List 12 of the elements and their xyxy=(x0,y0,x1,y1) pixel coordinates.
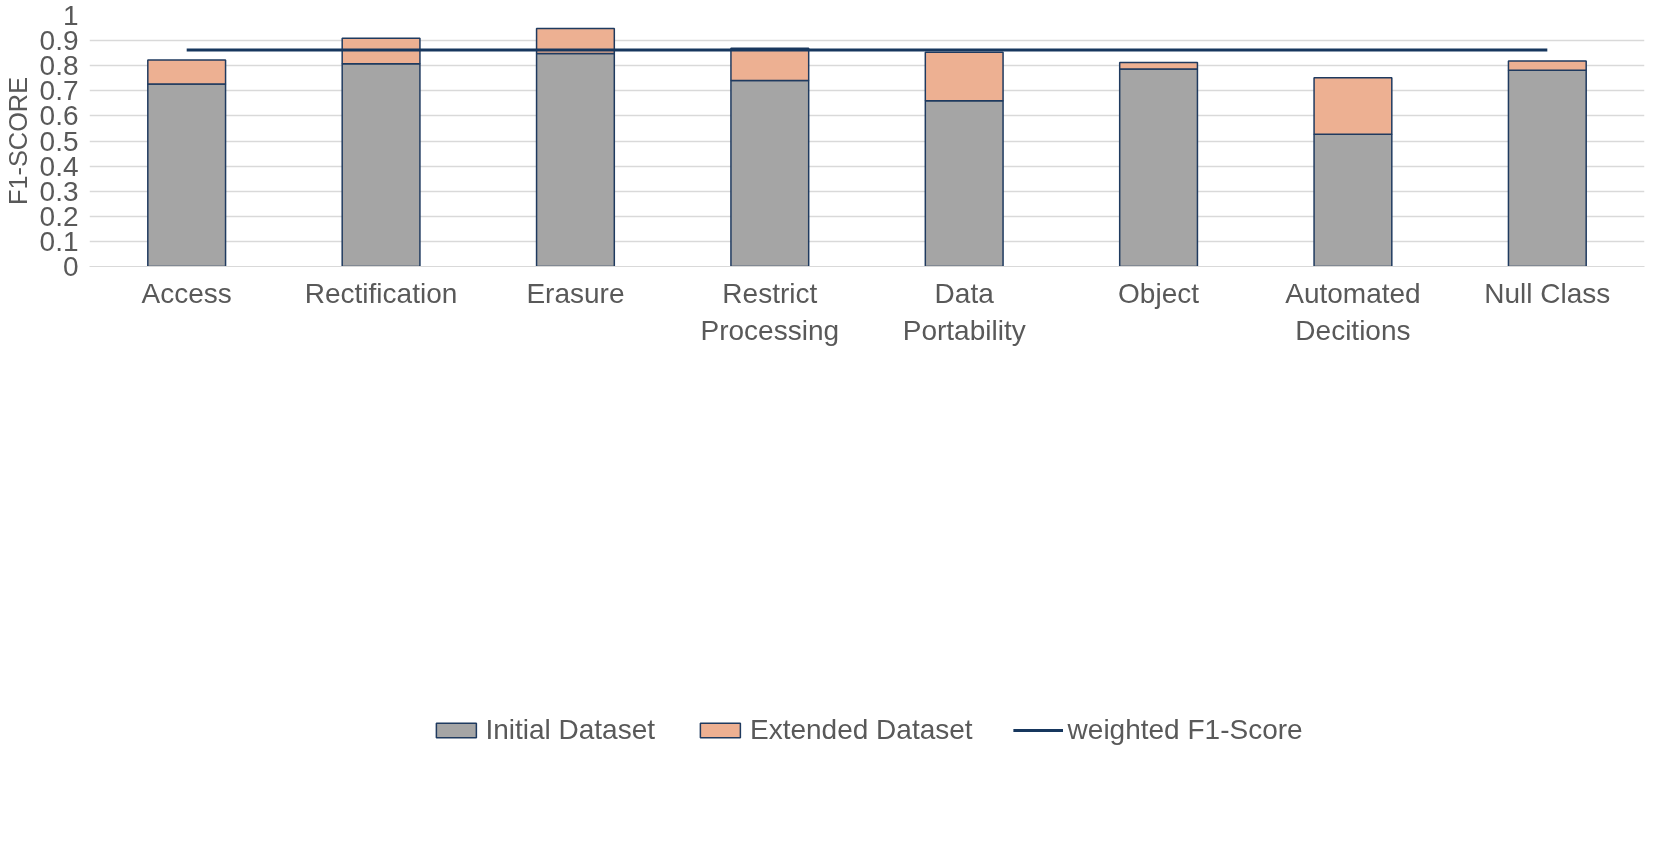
x-tick-label: Automated Decitions xyxy=(1285,277,1421,346)
x-tick-label: Restrict Processing xyxy=(700,277,840,346)
legend-label: Initial Dataset xyxy=(485,714,656,746)
x-tick-label: Access xyxy=(141,277,232,309)
x-tick-label: Rectification xyxy=(304,277,458,309)
x-tick-label: Data Portability xyxy=(902,277,1026,346)
legend-label: Extended Dataset xyxy=(750,714,973,746)
x-tick-label: Erasure xyxy=(526,277,625,309)
x-tick-label: Null Class xyxy=(1484,277,1611,309)
x-tick-label: Object xyxy=(1118,277,1200,309)
y-axis-title: F1-SCORE xyxy=(3,76,32,206)
legend-label: weighted F1-Score xyxy=(1067,714,1303,746)
